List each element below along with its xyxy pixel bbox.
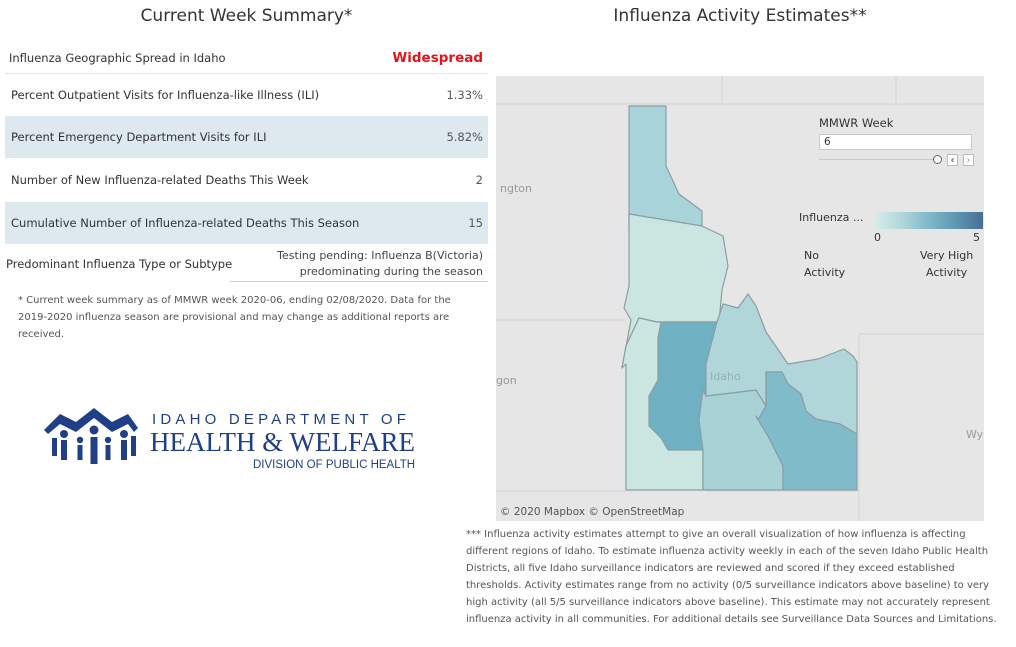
summary-row-new-deaths: Number of New Influenza-related Deaths T… [5, 159, 488, 201]
district-3-region [621, 317, 704, 491]
summary-row-label: Cumulative Number of Influenza-related D… [11, 216, 360, 230]
map-label-oregon: gon [496, 374, 517, 387]
summary-row-value: Testing pending: Influenza B(Victoria) p… [277, 248, 483, 280]
map-label-idaho: Idaho [710, 370, 741, 383]
summary-row-label: Percent Emergency Department Visits for … [11, 130, 267, 144]
legend-high-line2: Activity [926, 266, 968, 279]
district-1-region [628, 105, 703, 227]
idhw-logo: IDAHO DEPARTMENT OF HEALTH & WELFARE DIV… [44, 408, 415, 471]
mmwr-week-input[interactable] [819, 134, 972, 150]
legend-high-line1: Very High [920, 249, 974, 262]
summary-row-label: Influenza Geographic Spread in Idaho [9, 51, 226, 65]
map-label-wyoming: Wy [966, 428, 984, 441]
logo-line1: IDAHO DEPARTMENT OF [152, 411, 410, 428]
legend-low-line2: Activity [804, 266, 846, 279]
family-house-icon [44, 408, 138, 464]
summary-row-label: Predominant Influenza Type or Subtype [6, 257, 233, 271]
idaho-influenza-map[interactable]: ngton gon Idaho Wy © 2020 Mapbox © OpenS… [496, 76, 984, 521]
summary-row-geographic-spread: Influenza Geographic Spread in Idaho Wid… [5, 44, 488, 72]
summary-row-outpatient-ili: Percent Outpatient Visits for Influenza-… [5, 73, 488, 115]
summary-footnote: * Current week summary as of MMWR week 2… [18, 295, 451, 340]
legend-low-line1: No [804, 249, 819, 262]
legend-low-label: No Activity [804, 247, 845, 281]
chevron-right-icon: › [966, 155, 971, 166]
summary-row-cumulative-deaths: Cumulative Number of Influenza-related D… [5, 202, 488, 244]
legend-min-value: 0 [874, 231, 881, 244]
mmwr-week-slider-track[interactable] [819, 159, 933, 160]
legend-title: Influenza ... [799, 211, 864, 224]
map-attribution[interactable]: © 2020 Mapbox © OpenStreetMap [500, 506, 685, 518]
chevron-left-icon: ‹ [950, 155, 955, 166]
summary-row-value: 1.33% [446, 87, 483, 102]
summary-row-value: Widespread [392, 50, 483, 66]
current-week-summary-title: Current Week Summary* [140, 6, 353, 26]
previous-week-button[interactable]: ‹ [947, 154, 958, 166]
mmwr-week-slider-handle[interactable] [933, 155, 942, 164]
type-value-line2: predominating during the season [299, 265, 483, 278]
state-borders [496, 76, 984, 521]
summary-row-value: 2 [475, 173, 483, 187]
logo-line2: HEALTH & WELFARE [150, 427, 415, 457]
legend-max-value: 5 [973, 231, 980, 244]
summary-row-value: 5.82% [446, 130, 483, 144]
map-canvas [496, 76, 984, 521]
district-7-region [755, 371, 858, 491]
next-week-button[interactable]: › [963, 154, 974, 166]
divider [230, 281, 488, 282]
summary-row-label: Number of New Influenza-related Deaths T… [11, 173, 309, 187]
activity-footnote: *** Influenza activity estimates attempt… [466, 529, 997, 625]
mmwr-week-label: MMWR Week [819, 116, 894, 130]
map-label-washington: ngton [500, 182, 532, 195]
summary-row-label: Percent Outpatient Visits for Influenza-… [11, 87, 320, 102]
legend-color-ramp [875, 212, 983, 229]
summary-row-predominant-type: Predominant Influenza Type or Subtype Te… [5, 245, 488, 283]
type-value-line1: Testing pending: Influenza B(Victoria) [277, 249, 483, 262]
legend-high-label: Very High Activity [920, 247, 973, 281]
activity-estimates-title: Influenza Activity Estimates** [613, 6, 867, 26]
summary-row-ed-visits: Percent Emergency Department Visits for … [5, 116, 488, 158]
logo-line3: DIVISION OF PUBLIC HEALTH [253, 459, 415, 471]
summary-row-value: 15 [468, 216, 483, 230]
